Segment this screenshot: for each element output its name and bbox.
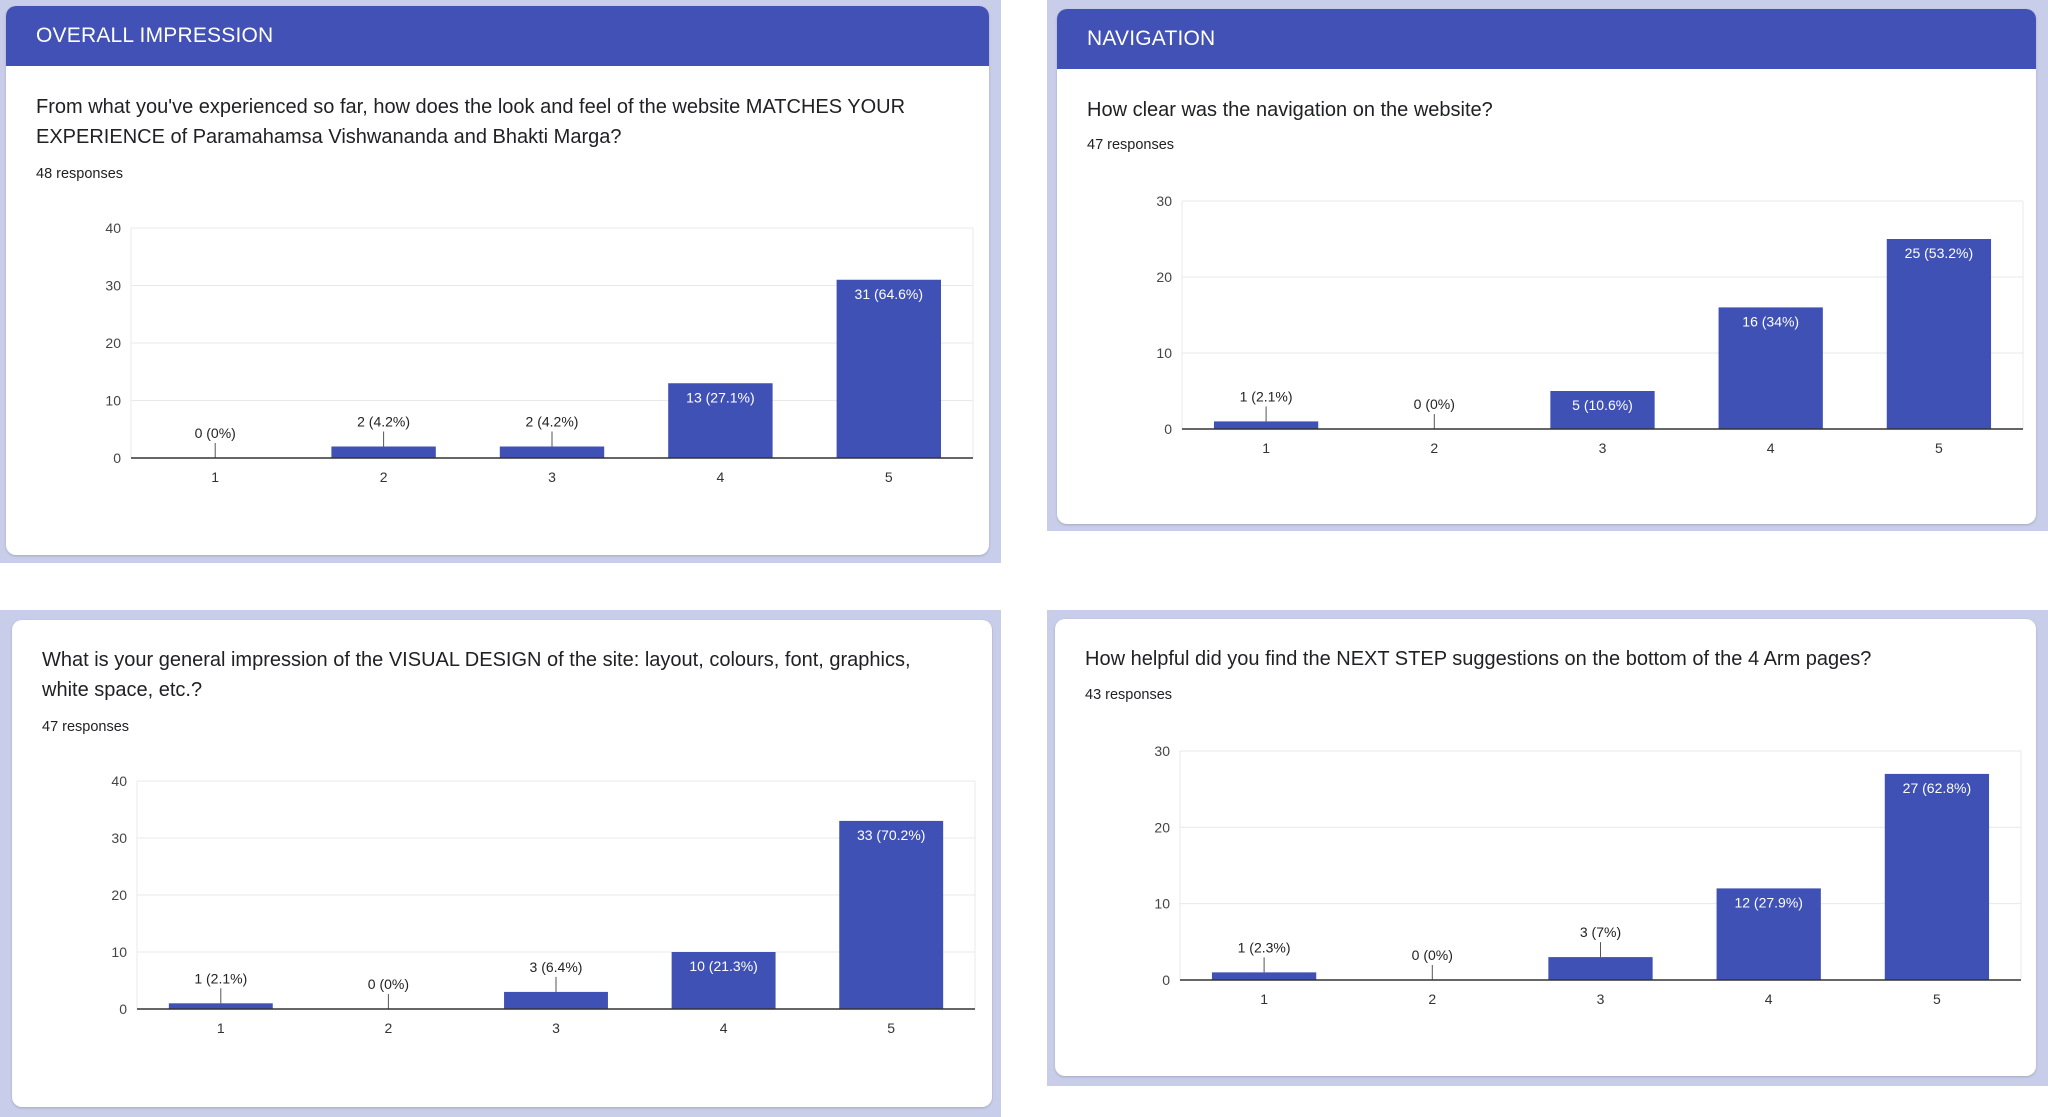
- bar-chart: 0 10 20 30 1 1 (2.1%) 2 0 (0%) 3 5 (10.6%) 4 16 (34…: [1156, 193, 2024, 456]
- data-label: 10 (21.3%): [689, 958, 757, 974]
- y-tick-label: 10: [1154, 896, 1170, 912]
- card-header: NAVIGATION: [1057, 9, 2036, 69]
- x-tick-label: 4: [1767, 440, 1775, 456]
- bar-chart: 0 10 20 30 40 1 0 (0%) 2 2 (4.2%) 3 2 (4.2%) 4 13 (2…: [105, 220, 974, 485]
- data-label: 3 (6.4%): [530, 959, 583, 975]
- bar: [331, 446, 436, 458]
- data-label: 5 (10.6%): [1572, 397, 1633, 413]
- x-tick-label: 4: [1765, 991, 1773, 1007]
- bar: [671, 952, 776, 1009]
- x-tick-label: 2: [1428, 991, 1436, 1007]
- response-count: 48 responses: [36, 166, 124, 182]
- y-tick-label: 10: [1156, 345, 1172, 361]
- y-tick-label: 20: [1156, 269, 1172, 285]
- bar: [1211, 972, 1317, 980]
- y-tick-label: 20: [1154, 819, 1170, 835]
- bar: [1550, 391, 1655, 429]
- x-tick-label: 5: [885, 469, 893, 485]
- bar: [1716, 888, 1821, 980]
- x-tick-label: 2: [1430, 440, 1438, 456]
- bar: [1213, 421, 1319, 429]
- x-tick-label: 1: [211, 469, 219, 485]
- y-tick-label: 20: [105, 335, 121, 351]
- x-tick-label: 5: [1933, 991, 1941, 1007]
- bar: [499, 446, 605, 458]
- data-label: 0 (0%): [368, 976, 409, 992]
- x-tick-label: 1: [1260, 991, 1268, 1007]
- card-overall-impression: OVERALL IMPRESSION From what you've expe…: [6, 6, 989, 555]
- y-tick-label: 0: [119, 1001, 127, 1017]
- x-tick-label: 3: [548, 469, 556, 485]
- card-visual-design: What is your general impression of the V…: [12, 620, 992, 1107]
- data-label: 3 (7%): [1580, 924, 1621, 940]
- y-tick-label: 20: [111, 887, 127, 903]
- x-tick-label: 5: [887, 1020, 895, 1036]
- card-header: OVERALL IMPRESSION: [6, 6, 989, 66]
- data-label: 31 (64.6%): [855, 286, 923, 302]
- x-tick-label: 1: [1262, 440, 1270, 456]
- y-tick-label: 0: [1164, 421, 1172, 437]
- data-label: 1 (2.1%): [1240, 388, 1293, 404]
- y-tick-label: 30: [1156, 193, 1172, 209]
- data-label: 0 (0%): [1412, 947, 1453, 963]
- y-tick-label: 30: [105, 278, 121, 294]
- bar-chart: 0 10 20 30 40 1 1 (2.1%) 2 0 (0%) 3 3 (6.4%) 4 10 (2…: [111, 773, 976, 1036]
- x-tick-label: 4: [717, 469, 725, 485]
- y-tick-label: 10: [111, 944, 127, 960]
- data-label: 1 (2.1%): [194, 970, 247, 986]
- y-tick-label: 30: [111, 830, 127, 846]
- bar: [168, 1003, 273, 1009]
- bar-chart: 0 10 20 30 1 1 (2.3%) 2 0 (0%) 3 3 (7%) 4 12 (27.9%…: [1154, 743, 2022, 1007]
- x-tick-label: 3: [552, 1020, 560, 1036]
- question-text: From what you've experienced so far, how…: [36, 96, 906, 148]
- bar: [839, 820, 944, 1009]
- data-label: 16 (34%): [1742, 313, 1799, 329]
- data-label: 0 (0%): [195, 425, 236, 441]
- bar: [1884, 773, 1990, 980]
- data-label: 13 (27.1%): [686, 389, 754, 405]
- x-tick-label: 4: [720, 1020, 728, 1036]
- data-label: 25 (53.2%): [1905, 245, 1973, 261]
- y-tick-label: 40: [105, 220, 121, 236]
- y-tick-label: 40: [111, 773, 127, 789]
- x-tick-label: 3: [1599, 440, 1607, 456]
- question-text: What is your general impression of the V…: [42, 649, 911, 701]
- data-label: 33 (70.2%): [857, 827, 925, 843]
- x-tick-label: 3: [1597, 991, 1605, 1007]
- card-next-step: How helpful did you find the NEXT STEP s…: [1055, 619, 2036, 1076]
- y-tick-label: 0: [113, 450, 121, 466]
- bar: [504, 991, 608, 1009]
- x-tick-label: 1: [217, 1020, 225, 1036]
- bar: [1718, 307, 1823, 429]
- data-label: 0 (0%): [1414, 396, 1455, 412]
- bar: [836, 279, 942, 458]
- bar: [1886, 239, 1992, 429]
- bar: [668, 383, 773, 458]
- card-navigation: NAVIGATION How clear was the navigation …: [1057, 9, 2036, 524]
- data-label: 1 (2.3%): [1238, 939, 1291, 955]
- question-text: How helpful did you find the NEXT STEP s…: [1085, 648, 1872, 670]
- bar: [1548, 957, 1653, 980]
- x-tick-label: 5: [1935, 440, 1943, 456]
- response-count: 47 responses: [42, 719, 130, 735]
- question-text: How clear was the navigation on the webs…: [1087, 99, 1493, 121]
- x-tick-label: 2: [380, 469, 388, 485]
- data-label: 12 (27.9%): [1734, 894, 1802, 910]
- response-count: 43 responses: [1085, 687, 1173, 703]
- response-count: 47 responses: [1087, 137, 1175, 153]
- data-label: 2 (4.2%): [526, 414, 579, 430]
- data-label: 2 (4.2%): [357, 414, 410, 430]
- y-tick-label: 30: [1154, 743, 1170, 759]
- y-tick-label: 10: [105, 393, 121, 409]
- x-tick-label: 2: [385, 1020, 393, 1036]
- data-label: 27 (62.8%): [1903, 780, 1971, 796]
- y-tick-label: 0: [1162, 972, 1170, 988]
